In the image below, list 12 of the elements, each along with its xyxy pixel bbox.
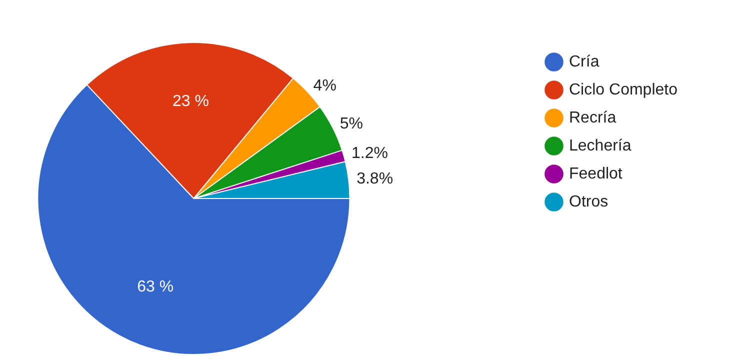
legend-label: Cría [569, 53, 600, 70]
data-label: 1.2% [352, 145, 388, 162]
legend-label: Otros [569, 193, 608, 210]
data-label: 23 % [172, 93, 209, 110]
legend-label: Feedlot [569, 165, 623, 182]
data-label: 63 % [137, 278, 174, 296]
legend-label: Lechería [569, 137, 632, 154]
legend-label: Ciclo Completo [569, 81, 678, 98]
data-label: 3.8% [356, 170, 394, 188]
legend-label: Recría [569, 109, 616, 126]
data-label: 5% [340, 115, 364, 132]
data-label: 4% [313, 78, 336, 95]
